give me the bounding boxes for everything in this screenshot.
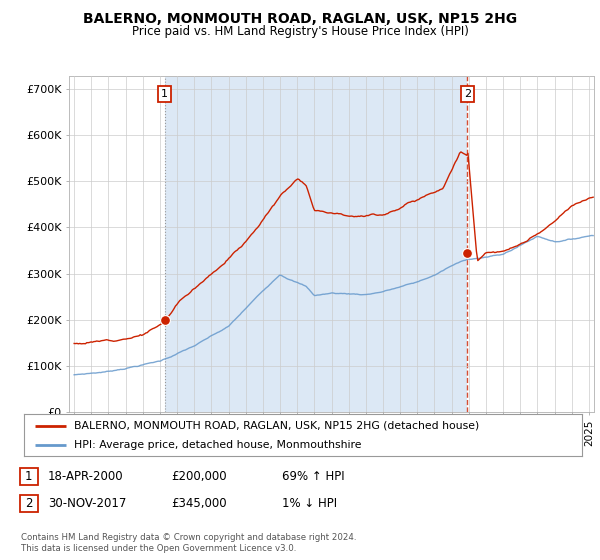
Text: 1: 1	[161, 89, 168, 99]
Bar	[165, 76, 467, 412]
Point	[463, 248, 472, 257]
Text: Price paid vs. HM Land Registry's House Price Index (HPI): Price paid vs. HM Land Registry's House …	[131, 25, 469, 38]
Text: Contains HM Land Registry data © Crown copyright and database right 2024.
This d: Contains HM Land Registry data © Crown c…	[21, 533, 356, 553]
Text: HPI: Average price, detached house, Monmouthshire: HPI: Average price, detached house, Monm…	[74, 440, 362, 450]
Text: £200,000: £200,000	[171, 470, 227, 483]
Text: £345,000: £345,000	[171, 497, 227, 510]
Text: 2: 2	[464, 89, 471, 99]
Text: 18-APR-2000: 18-APR-2000	[48, 470, 124, 483]
Text: 1: 1	[25, 470, 32, 483]
Text: BALERNO, MONMOUTH ROAD, RAGLAN, USK, NP15 2HG (detached house): BALERNO, MONMOUTH ROAD, RAGLAN, USK, NP1…	[74, 421, 479, 431]
Point	[160, 315, 170, 324]
Text: BALERNO, MONMOUTH ROAD, RAGLAN, USK, NP15 2HG: BALERNO, MONMOUTH ROAD, RAGLAN, USK, NP1…	[83, 12, 517, 26]
Text: 30-NOV-2017: 30-NOV-2017	[48, 497, 127, 510]
Text: 69% ↑ HPI: 69% ↑ HPI	[282, 470, 344, 483]
Text: 1% ↓ HPI: 1% ↓ HPI	[282, 497, 337, 510]
Text: 2: 2	[25, 497, 32, 510]
